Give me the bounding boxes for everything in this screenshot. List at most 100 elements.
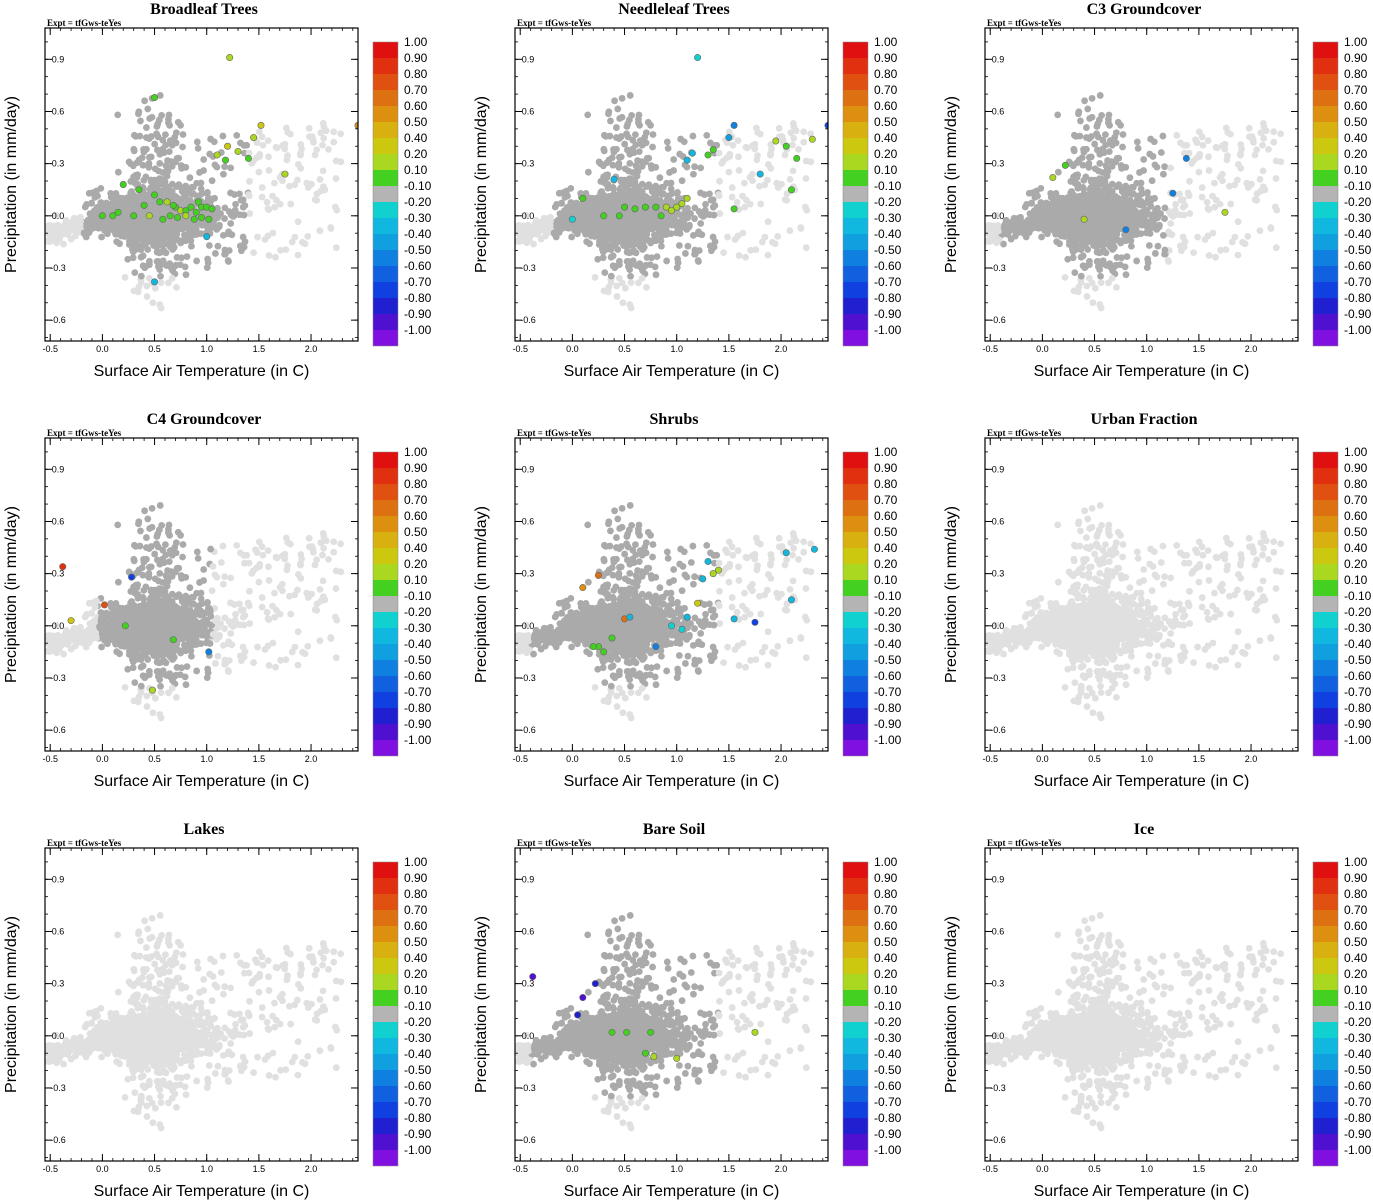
background-point [613,282,621,290]
background-point [603,245,610,253]
colorbar-swatch [843,234,868,250]
background-point [1218,170,1226,178]
background-point [73,217,81,225]
background-point [311,196,319,204]
background-point [298,145,306,153]
colorbar-label: -0.90 [874,307,902,321]
background-point [1086,153,1093,161]
background-point [253,139,261,146]
background-point [682,207,689,215]
background-point [618,279,626,287]
background-point [635,115,642,123]
background-point [272,196,280,204]
background-point [149,299,157,307]
background-point [690,170,697,178]
background-point [1113,183,1120,190]
data-point [159,215,167,223]
background-point [1105,279,1112,287]
background-point [1064,255,1072,263]
colorbar-swatch [843,218,868,234]
y-axis-label: Precipitation (in mm/day) [3,96,20,273]
background-point [668,221,676,229]
x-tick-label: 1.5 [723,344,736,354]
background-point [741,179,748,187]
colorbar-swatch [373,314,398,330]
background-point [159,257,167,265]
background-point [299,238,306,246]
data-point [657,212,665,220]
background-point [255,168,263,176]
colorbar-swatch [373,122,398,138]
expt-label: Expt = tfGws-teYes [47,18,122,28]
background-point [1108,274,1116,282]
background-point [246,177,253,185]
background-point [1260,134,1268,142]
background-point [265,252,273,259]
data-point [174,214,182,222]
background-point [60,240,67,248]
background-point [756,182,763,190]
background-point [71,232,79,240]
x-tick-label: 0.0 [566,344,579,354]
colorbar-swatch [843,122,868,138]
background-point [1073,159,1081,167]
y-tick-label: -0.3 [50,263,66,273]
background-point [1102,131,1109,139]
colorbar-swatch [373,58,398,74]
background-point [316,176,324,183]
background-point [663,179,671,187]
background-point [625,249,633,257]
background-point [305,124,313,132]
background-point [1168,231,1176,239]
background-point [624,120,632,128]
background-point [225,258,232,265]
background-point [1277,130,1285,138]
background-point [1256,227,1264,235]
background-point [1123,214,1131,222]
background-point [119,216,127,224]
background-point [558,199,565,207]
background-point [604,288,612,296]
background-point [168,162,176,170]
background-point [628,111,636,119]
background-point [716,210,724,217]
background-point [666,169,673,176]
background-point [85,229,93,236]
colorbar-label: -0.40 [404,227,432,241]
colorbar-swatch [373,298,398,314]
data-point [194,198,202,206]
background-point [112,230,120,238]
background-point [709,196,717,204]
background-point [807,130,815,138]
background-point [613,293,621,300]
background-point [1205,167,1213,174]
background-point [232,200,239,208]
background-point [992,211,1000,219]
data-point [725,134,733,142]
background-point [701,206,709,214]
background-point [319,183,327,191]
data-point [600,212,608,220]
background-point [591,273,599,281]
colorbar-swatch [373,90,398,106]
colorbar-swatch [373,266,398,282]
y-axis-label: Precipitation (in mm/day) [473,96,490,273]
background-point [204,189,211,196]
background-point [137,279,145,286]
background-point [264,205,272,213]
colorbar-swatch [373,202,398,218]
background-point [271,203,279,211]
background-point [256,153,264,160]
data-point [257,121,265,129]
background-point [151,209,159,217]
background-point [525,227,532,235]
x-tick-label: 1.0 [670,344,683,354]
background-point [139,161,147,169]
background-point [626,196,634,204]
background-point [781,151,789,159]
background-point [125,158,133,166]
background-point [609,161,617,169]
background-point [1172,200,1179,208]
background-point [739,229,747,237]
